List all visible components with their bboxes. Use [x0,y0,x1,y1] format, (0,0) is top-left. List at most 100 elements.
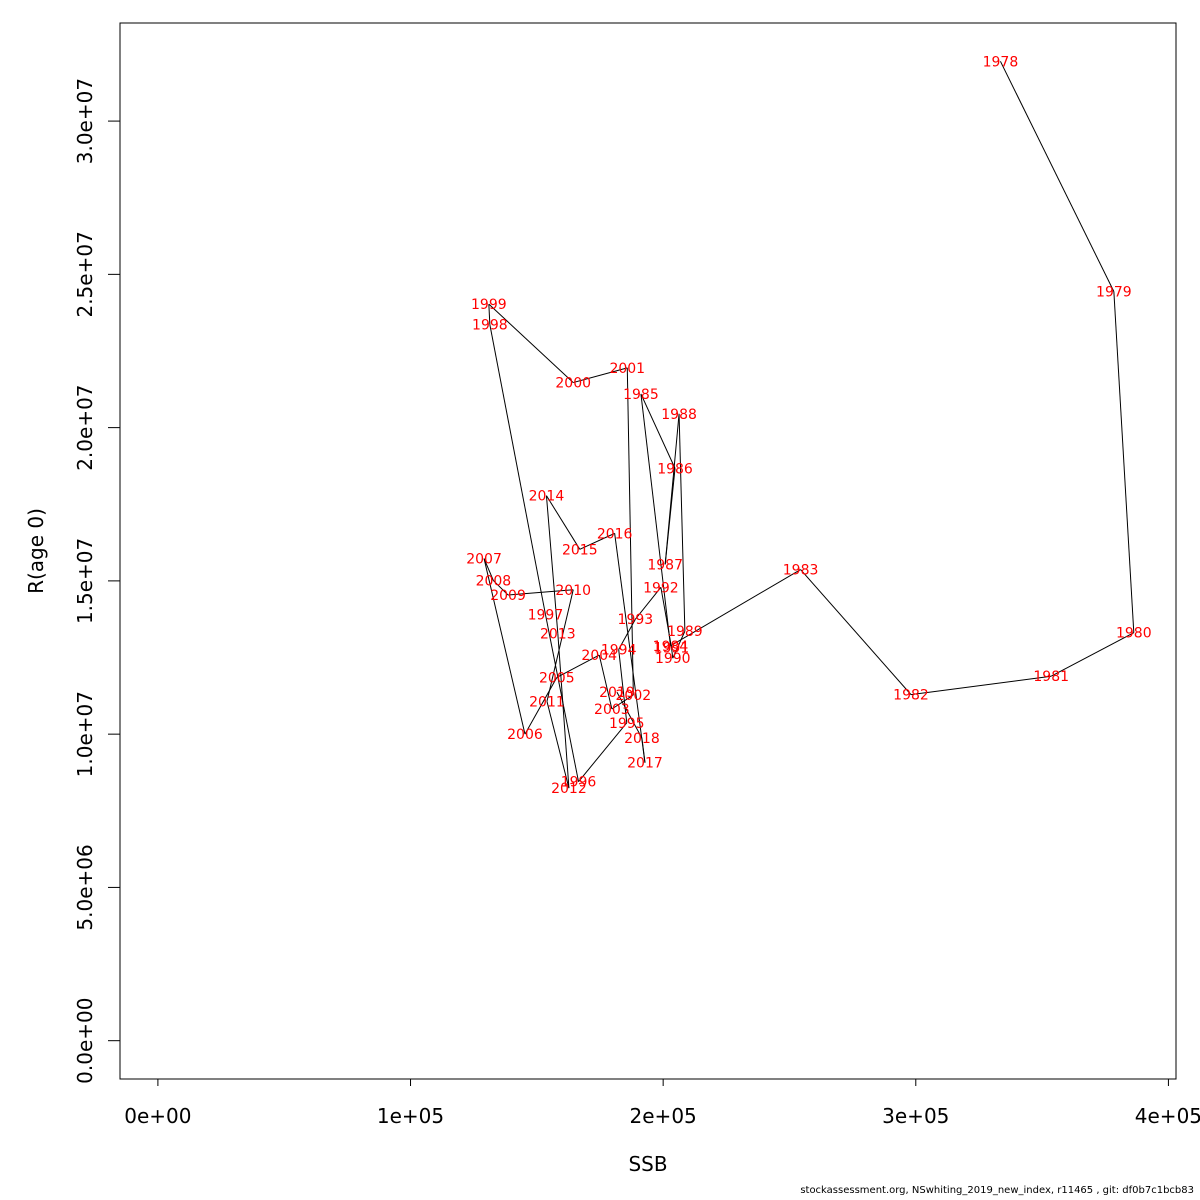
trajectory-segment [800,569,912,695]
trajectory-segment [999,61,1115,292]
year-label-2014: 2014 [529,489,565,505]
year-label-2000: 2000 [555,376,591,392]
year-label-1979: 1979 [1096,285,1132,301]
y-axis: 0.0e+00 5.0e+06 1.0e+07 1.5e+07 2.0e+07 2.5e+… [73,78,121,1084]
year-label-2019: 2019 [599,685,635,701]
x-axis-title: SSB [628,1152,667,1176]
trajectory-segment [678,413,686,632]
year-label-1999: 1999 [471,297,507,313]
trajectory-segment [557,633,570,789]
x-tick-label: 2e+05 [630,1104,697,1128]
trajectory-segment [641,738,646,763]
year-label-1978: 1978 [983,54,1019,70]
trajectory-segment [670,569,801,647]
trajectory-segment [618,649,628,723]
x-axis: 0e+00 1e+05 2e+05 3e+05 4e+05 [124,1078,1200,1128]
trajectory-segment [664,413,680,565]
trajectory-segment [618,618,636,650]
trajectory-segment [626,367,634,695]
year-label-2008: 2008 [476,574,512,590]
y-tick-label: 3.0e+07 [73,78,97,164]
x-tick-label: 1e+05 [377,1104,444,1128]
trajectory-segment [670,647,674,659]
year-label-2006: 2006 [507,727,543,743]
year-label-1996: 1996 [561,775,597,791]
trajectory-segment [546,589,574,702]
year-label-2011: 2011 [529,694,565,710]
trajectory-segment [910,675,1052,696]
plot-frame [119,22,1177,1080]
year-label-2007: 2007 [466,552,502,568]
x-tick-label: 0e+00 [124,1104,191,1128]
y-tick-label: 2.0e+07 [73,384,97,470]
trajectory-segment [573,367,628,384]
trajectory-segment [634,587,662,620]
year-label-2013: 2013 [540,626,576,642]
y-tick-label: 0.0e+00 [73,998,97,1084]
trajectory-segment [508,589,574,596]
year-label-2001: 2001 [609,361,645,377]
series-line [483,61,1135,789]
year-label-1986: 1986 [657,461,693,477]
year-label-2017: 2017 [627,756,663,772]
year-label-1982: 1982 [893,688,929,704]
trajectory-segment [616,691,643,739]
year-label-1981: 1981 [1033,669,1069,685]
trajectory-segment [488,304,491,325]
trajectory-segment [640,393,671,646]
trajectory-segment [1113,291,1135,633]
y-tick-label: 5.0e+06 [73,844,97,930]
trajectory-segment [672,630,686,659]
x-tick-label: 3e+05 [882,1104,949,1128]
trajectory-segment [660,587,672,648]
trajectory-segment [579,532,615,550]
year-label-1984: 1984 [653,639,689,655]
trajectory-segment [614,533,646,763]
trajectory-segment [483,558,494,581]
year-label-2015: 2015 [562,542,598,558]
year-label-1992: 1992 [643,580,679,596]
year-label-2010: 2010 [555,583,591,599]
year-label-1988: 1988 [661,407,697,423]
year-label-2018: 2018 [624,731,660,747]
year-label-2003: 2003 [594,702,630,718]
year-label-1997: 1997 [528,607,564,623]
year-label-2005: 2005 [539,670,575,686]
trajectory-segment [545,495,559,634]
trajectory-segment [1050,632,1135,677]
year-label-1985: 1985 [623,387,659,403]
year-label-1983: 1983 [783,563,819,579]
year-label-1991: 1991 [654,640,690,656]
year-label-2002: 2002 [616,688,652,704]
trajectory-segment [524,677,558,735]
y-tick-label: 1.5e+07 [73,538,97,624]
trajectory-segment [489,324,546,615]
x-tick-label: 4e+05 [1135,1104,1200,1128]
year-label-1995: 1995 [609,716,645,732]
trajectory-segment [598,654,613,710]
trajectory-segment [546,495,581,550]
trajectory-segment [578,722,628,782]
point-labels: 1978 1979 1980 1981 1982 1983 1984 1985 1986 1987… [466,54,1151,797]
year-label-1990: 1990 [655,651,691,667]
year-label-1998: 1998 [472,318,508,334]
year-label-2016: 2016 [597,526,633,542]
trajectory-segment [546,701,570,789]
year-label-2009: 2009 [490,588,526,604]
trajectory-segment [493,580,509,596]
y-tick-label: 2.5e+07 [73,231,97,317]
year-label-1993: 1993 [618,612,654,628]
year-label-1989: 1989 [667,624,703,640]
year-label-1980: 1980 [1116,626,1152,642]
y-axis-title: R(age 0) [24,508,48,594]
trajectory-segment [483,558,526,735]
footer-note: stockassessment.org, NSwhiting_2019_new_… [800,1185,1194,1196]
year-label-1994: 1994 [601,643,637,659]
trajectory-segment [556,654,600,678]
trajectory-segment [640,393,676,469]
y-tick-label: 1.0e+07 [73,691,97,777]
trajectory-segment [488,303,574,383]
year-label-2012: 2012 [551,781,587,797]
year-label-1987: 1987 [647,557,683,573]
